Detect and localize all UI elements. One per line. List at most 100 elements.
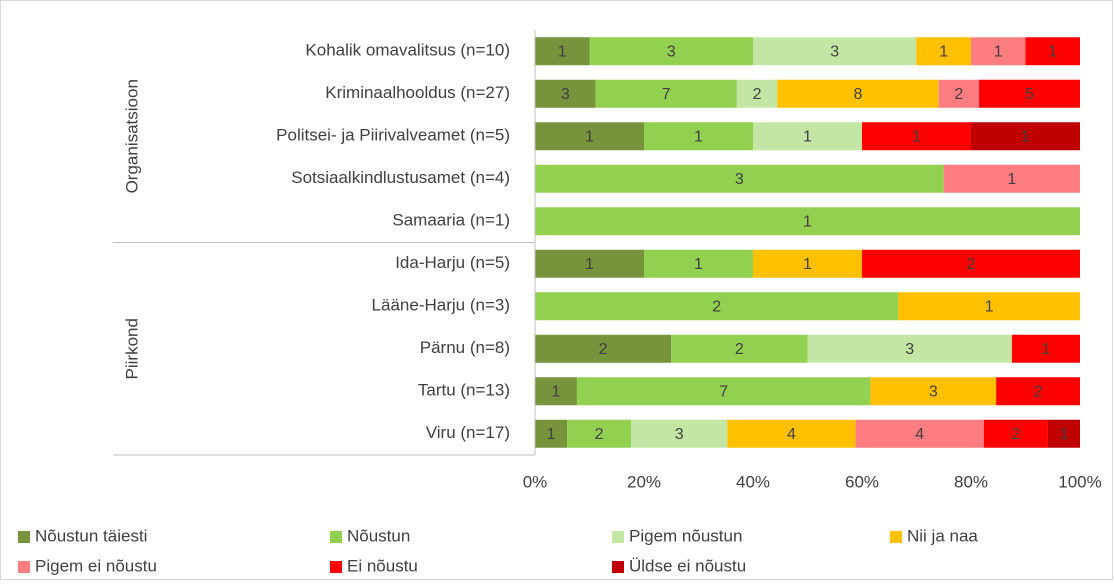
data-label: 3 — [561, 86, 570, 103]
bar-segment — [535, 37, 590, 66]
bar-segment — [631, 419, 728, 448]
data-label: 3 — [905, 341, 914, 358]
bar-segment — [971, 122, 1080, 151]
data-label: 2 — [967, 256, 976, 273]
data-label: 4 — [915, 426, 924, 443]
data-label: 1 — [558, 43, 567, 60]
data-label: 1 — [994, 43, 1003, 60]
bar-segment — [979, 79, 1080, 108]
bar-segment — [777, 79, 939, 108]
bar-segment — [644, 122, 753, 151]
bar-segment — [589, 37, 753, 66]
bar-segment — [535, 419, 568, 448]
bar-segment — [535, 334, 672, 363]
category-label: Kriminaalhooldus (n=27) — [325, 83, 510, 102]
legend-swatch — [612, 531, 624, 543]
category-label: Samaaria (n=1) — [392, 211, 510, 230]
bar-segment — [736, 79, 778, 108]
bar-segment — [1011, 334, 1080, 363]
legend-label: Nõustun täiesti — [35, 526, 147, 545]
legend-label: Ei nõustu — [347, 556, 418, 575]
data-label: 3 — [667, 43, 676, 60]
data-label: 1 — [803, 128, 812, 145]
legend-swatch — [330, 561, 342, 573]
data-label: 1 — [585, 128, 594, 145]
group-label: Piirkond — [122, 318, 141, 379]
legend-swatch — [612, 561, 624, 573]
x-tick-label: 40% — [736, 472, 770, 491]
x-tick-label: 20% — [627, 472, 661, 491]
bar-segment — [807, 334, 1012, 363]
bar-segment — [535, 377, 577, 406]
data-label: 2 — [735, 341, 744, 358]
data-label: 1 — [1060, 426, 1069, 443]
x-tick-label: 0% — [523, 472, 548, 491]
bar-segment — [870, 377, 997, 406]
legend-label: Pigem ei nõustu — [35, 556, 157, 575]
category-label: Viru (n=17) — [426, 423, 510, 442]
data-label: 1 — [803, 256, 812, 273]
bar-segment — [753, 122, 862, 151]
data-label: 1 — [694, 256, 703, 273]
bar-segment — [943, 164, 1080, 193]
legend-swatch — [18, 531, 30, 543]
bar-segment — [971, 37, 1026, 66]
category-label: Sotsiaalkindlustusamet (n=4) — [291, 168, 510, 187]
data-label: 2 — [753, 86, 762, 103]
data-label: 1 — [1021, 128, 1030, 145]
x-tick-label: 80% — [954, 472, 988, 491]
bar-segment — [671, 334, 808, 363]
x-tick-label: 60% — [845, 472, 879, 491]
bar-segment — [567, 419, 632, 448]
bar-segment — [862, 122, 971, 151]
data-label: 1 — [1041, 341, 1050, 358]
data-label: 1 — [547, 426, 556, 443]
bar-segment — [535, 122, 644, 151]
x-tick-label: 100% — [1058, 472, 1101, 491]
bar-segment — [576, 377, 871, 406]
data-label: 3 — [830, 43, 839, 60]
category-label: Politsei- ja Piirivalveamet (n=5) — [276, 126, 510, 145]
bar-segment — [535, 249, 644, 278]
bar-segment — [727, 419, 856, 448]
category-label: Lääne-Harju (n=3) — [372, 296, 510, 315]
data-label: 1 — [939, 43, 948, 60]
data-label: 2 — [599, 341, 608, 358]
category-label: Pärnu (n=8) — [420, 338, 510, 357]
data-label: 2 — [595, 426, 604, 443]
category-label: Kohalik omavalitsus (n=10) — [305, 41, 510, 60]
data-label: 2 — [954, 86, 963, 103]
bar-segment — [916, 37, 971, 66]
legend-label: Üldse ei nõustu — [629, 556, 746, 575]
data-label: 8 — [854, 86, 863, 103]
bar-segment — [535, 292, 899, 321]
legend-label: Pigem nõustun — [629, 526, 742, 545]
category-label: Ida-Harju (n=5) — [395, 253, 510, 272]
bar-segment — [595, 79, 737, 108]
group-label: Organisatsioon — [122, 79, 141, 193]
bar-segment — [1047, 419, 1080, 448]
bar-segment — [938, 79, 980, 108]
data-label: 3 — [735, 171, 744, 188]
bar-segment — [753, 37, 917, 66]
bar-segment — [644, 249, 753, 278]
legend-swatch — [18, 561, 30, 573]
bar-segment — [535, 79, 596, 108]
data-label: 1 — [585, 256, 594, 273]
data-label: 1 — [912, 128, 921, 145]
data-label: 1 — [694, 128, 703, 145]
bar-segment — [862, 249, 1080, 278]
bar-segment — [753, 249, 862, 278]
data-label: 1 — [1007, 171, 1016, 188]
data-label: 7 — [719, 383, 728, 400]
bar-segment — [898, 292, 1080, 321]
data-label: 4 — [787, 426, 796, 443]
legend-label: Nõustun — [347, 526, 410, 545]
legend-label: Nii ja naa — [907, 526, 978, 545]
legend-swatch — [890, 531, 902, 543]
legend-swatch — [330, 531, 342, 543]
data-label: 1 — [803, 213, 812, 230]
data-label: 2 — [1011, 426, 1020, 443]
category-label: Tartu (n=13) — [418, 381, 510, 400]
